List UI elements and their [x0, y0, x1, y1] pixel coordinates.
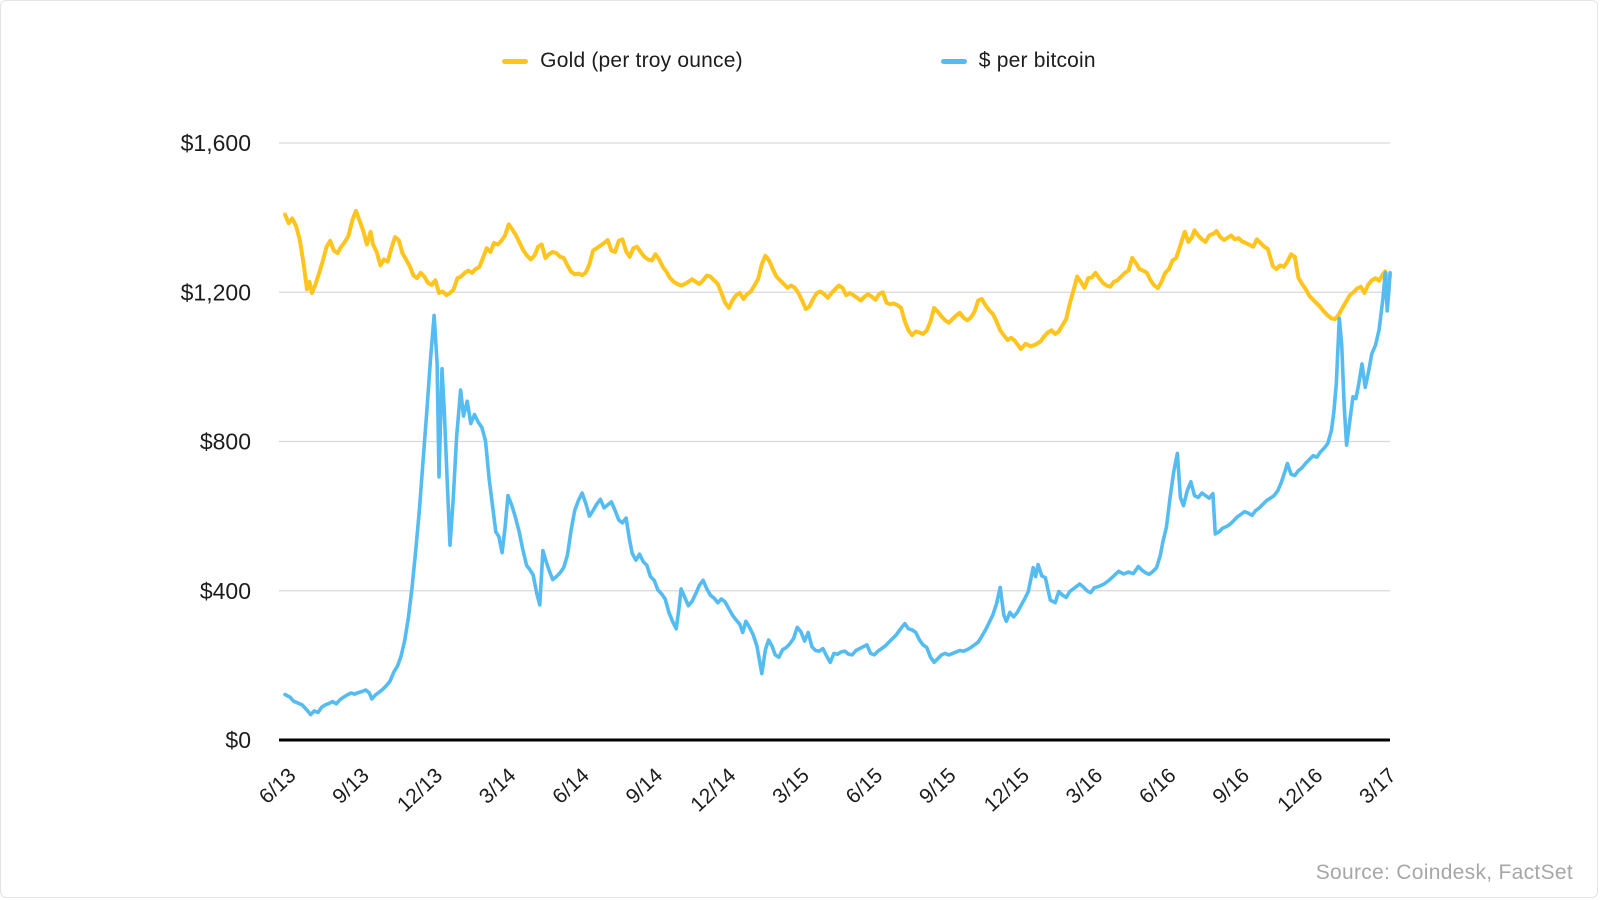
- gold-line-swatch-icon: [502, 58, 529, 64]
- x-tick-label: 6/13: [255, 764, 301, 809]
- source-attribution: Source: Coindesk, FactSet: [1315, 861, 1573, 884]
- x-tick-label: 6/15: [842, 764, 888, 809]
- x-tick-label: 12/13: [393, 764, 447, 817]
- legend-item-gold: Gold (per troy ounce): [502, 49, 743, 73]
- x-tick-label: 12/14: [686, 764, 740, 817]
- x-tick-label: 9/15: [915, 764, 961, 809]
- bitcoin-legend-label: $ per bitcoin: [978, 49, 1096, 72]
- x-tick-label: 3/14: [475, 764, 521, 809]
- legend-item-bitcoin: $ per bitcoin: [940, 49, 1096, 73]
- x-tick-label: 12/16: [1273, 764, 1327, 817]
- y-tick-label: $800: [200, 429, 251, 455]
- bitcoin-line-swatch-icon: [940, 58, 967, 64]
- y-tick-label: $1,600: [181, 130, 251, 156]
- gold-legend-label: Gold (per troy ounce): [540, 49, 743, 72]
- x-tick-label: 12/15: [980, 764, 1034, 817]
- x-tick-label: 9/14: [622, 764, 668, 809]
- y-tick-label: $400: [200, 578, 251, 604]
- x-tick-label: 9/13: [328, 764, 374, 809]
- x-tick-label: 6/16: [1135, 764, 1181, 809]
- bitcoin-series-line: [283, 270, 1392, 717]
- gold-series-line: [283, 208, 1393, 351]
- x-tick-label: 6/14: [548, 764, 594, 809]
- x-tick-label: 9/16: [1208, 764, 1254, 809]
- y-tick-label: $0: [225, 727, 251, 753]
- chart-legend: Gold (per troy ounce) $ per bitcoin: [1, 49, 1597, 73]
- x-tick-label: 3/16: [1062, 764, 1108, 809]
- y-tick-label: $1,200: [181, 279, 251, 305]
- x-tick-label: 3/15: [768, 764, 814, 809]
- x-tick-label: 3/17: [1355, 764, 1401, 809]
